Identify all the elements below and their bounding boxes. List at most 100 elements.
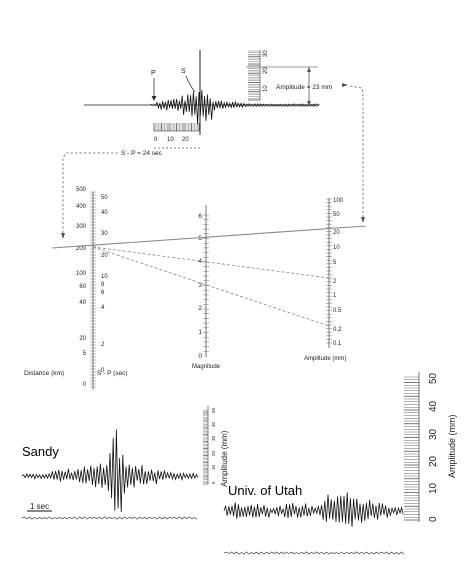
- amp-connector-arrow: [361, 217, 365, 223]
- sp-50: 50: [101, 195, 108, 201]
- dist-40: 40: [79, 300, 86, 306]
- dist-500: 500: [76, 187, 87, 193]
- sandy-ruler-labels: 0 10 20 30 40 50: [211, 407, 216, 484]
- sandy-trace: [21, 429, 199, 513]
- sandy-tick-50: 50: [211, 407, 216, 413]
- distance-tick-labels: 500 400 300 200 100 60 40 20 5 0: [76, 187, 87, 388]
- sp-30: 30: [101, 231, 108, 237]
- utah-axis-title: Amplitude (mm): [447, 414, 457, 478]
- utah-tick-40: 40: [428, 400, 439, 412]
- dist-400: 400: [76, 204, 87, 210]
- sp-axis-title: S - P (sec): [97, 370, 128, 377]
- sandy-tick-10: 10: [211, 464, 216, 470]
- dashed-reading-line-2: [92, 246, 330, 327]
- ampl-100: 100: [333, 198, 344, 204]
- mag-6: 6: [198, 213, 202, 220]
- dist-300: 300: [76, 224, 87, 230]
- utah-ruler-labels: 0 10 20 30 40 50: [428, 372, 439, 522]
- amp-tick-20: 20: [263, 67, 269, 74]
- sp-connector-arrow: [61, 233, 65, 239]
- amp-measure-arrow-down: [307, 101, 311, 106]
- ampl-50: 50: [333, 212, 340, 218]
- solid-reading-line: [51, 225, 367, 249]
- magnitude-axis-title: Magnitude: [192, 364, 221, 370]
- sp-connector-dashed: [62, 152, 118, 238]
- utah-label: Univ. of Utah: [228, 483, 302, 498]
- dist-100: 100: [76, 271, 87, 277]
- seismogram-trace: [149, 90, 320, 125]
- sp-40: 40: [101, 210, 108, 216]
- sandy-amplitude-ruler: [203, 406, 209, 485]
- s-arrival-arrow: [185, 75, 196, 93]
- magnitude-scale-ticks: [203, 214, 209, 352]
- sp-10: 10: [101, 274, 108, 280]
- sandy-tick-40: 40: [211, 421, 216, 427]
- dist-5: 5: [83, 351, 87, 357]
- utah-trace: [223, 492, 404, 527]
- amplitude-scale-ticks: [326, 198, 332, 344]
- mag-1: 1: [198, 329, 202, 336]
- mag-2: 2: [198, 305, 202, 312]
- sandy-tick-0: 0: [211, 481, 216, 484]
- dist-20: 20: [79, 336, 86, 342]
- amp-measure-arrow-up: [307, 67, 311, 72]
- time-tick-20: 20: [182, 137, 189, 143]
- sandy-seismogram-panel: Sandy 1 sec 0 10 20 30 40 50 Amplitude (…: [21, 406, 229, 520]
- sandy-time-baseline: [21, 516, 198, 520]
- magnitude-nomogram: 500 400 300 200 100 60 40 20 5 0 50 40 3…: [24, 187, 367, 390]
- sp-20: 20: [101, 253, 108, 259]
- distance-axis-title: Distance (km): [24, 370, 64, 377]
- distance-scale-ticks: [90, 191, 96, 388]
- mag-4: 4: [198, 258, 202, 265]
- mag-0: 0: [198, 353, 202, 360]
- utah-tick-20: 20: [428, 455, 439, 467]
- time-tick-0: 0: [154, 137, 158, 143]
- utah-tick-10: 10: [428, 482, 439, 494]
- sp-tick-labels: 50 40 30 20 10 8 6 4 2 0: [101, 195, 108, 374]
- sandy-axis-title: Amplitude (mm): [220, 430, 229, 487]
- ampl-5: 5: [333, 260, 337, 266]
- dist-0: 0: [83, 382, 87, 388]
- amplitude-callout: Amplitude = 23 mm: [276, 84, 332, 91]
- utah-amplitude-ruler: [404, 372, 420, 522]
- sp-6: 6: [101, 290, 105, 296]
- sp-0: 0: [101, 368, 105, 374]
- utah-tick-0: 0: [428, 516, 439, 522]
- amplitude-axis-title: Amplitude (mm): [304, 356, 346, 362]
- ampl-1: 1: [333, 293, 337, 299]
- mag-3: 3: [198, 282, 202, 289]
- p-arrow-head: [151, 96, 157, 101]
- utah-tick-30: 30: [428, 428, 439, 440]
- sp-8: 8: [101, 282, 105, 288]
- s-arrival-label: S: [181, 68, 186, 75]
- sandy-tick-30: 30: [211, 435, 216, 441]
- dashed-reading-line-1: [92, 246, 330, 279]
- utah-tick-50: 50: [428, 372, 439, 384]
- amp-tick-30: 30: [263, 50, 269, 57]
- sp-2: 2: [101, 342, 105, 348]
- time-tick-10: 10: [167, 137, 174, 143]
- utah-time-baseline: [223, 551, 405, 555]
- dist-200: 200: [76, 246, 87, 252]
- dist-60: 60: [79, 284, 86, 290]
- sp-callout: S - P = 24 sec: [121, 150, 163, 157]
- magnitude-tick-labels: 6 5 4 3 2 1 0: [198, 213, 202, 360]
- amplitude-ruler-ticks: [248, 50, 260, 101]
- amp-connector-dashed: [349, 85, 364, 222]
- sandy-label: Sandy: [22, 444, 59, 459]
- p-arrival-label: P: [151, 70, 156, 77]
- ampl-0.5: 0.5: [333, 308, 342, 314]
- ampl-2: 2: [333, 279, 337, 285]
- sample-seismogram: P S 10 20 30 Amplitude = 23 mm 0 10 20 S…: [61, 50, 365, 239]
- sandy-tick-20: 20: [211, 450, 216, 456]
- mag-5: 5: [198, 235, 202, 242]
- amplitude-tick-labels: 100 50 20 10 5 2 1 0.5 0.2 0.1: [333, 198, 344, 347]
- ampl-0.1: 0.1: [333, 341, 342, 347]
- ampl-0.2: 0.2: [333, 327, 342, 333]
- sp-4: 4: [101, 305, 105, 311]
- amp-tick-10: 10: [263, 85, 269, 92]
- amplitude-callout-arrow: [342, 83, 348, 87]
- utah-seismogram-panel: Univ. of Utah 0 10 20 30 40 50 Amplitude…: [223, 372, 457, 555]
- ampl-20: 20: [333, 230, 340, 236]
